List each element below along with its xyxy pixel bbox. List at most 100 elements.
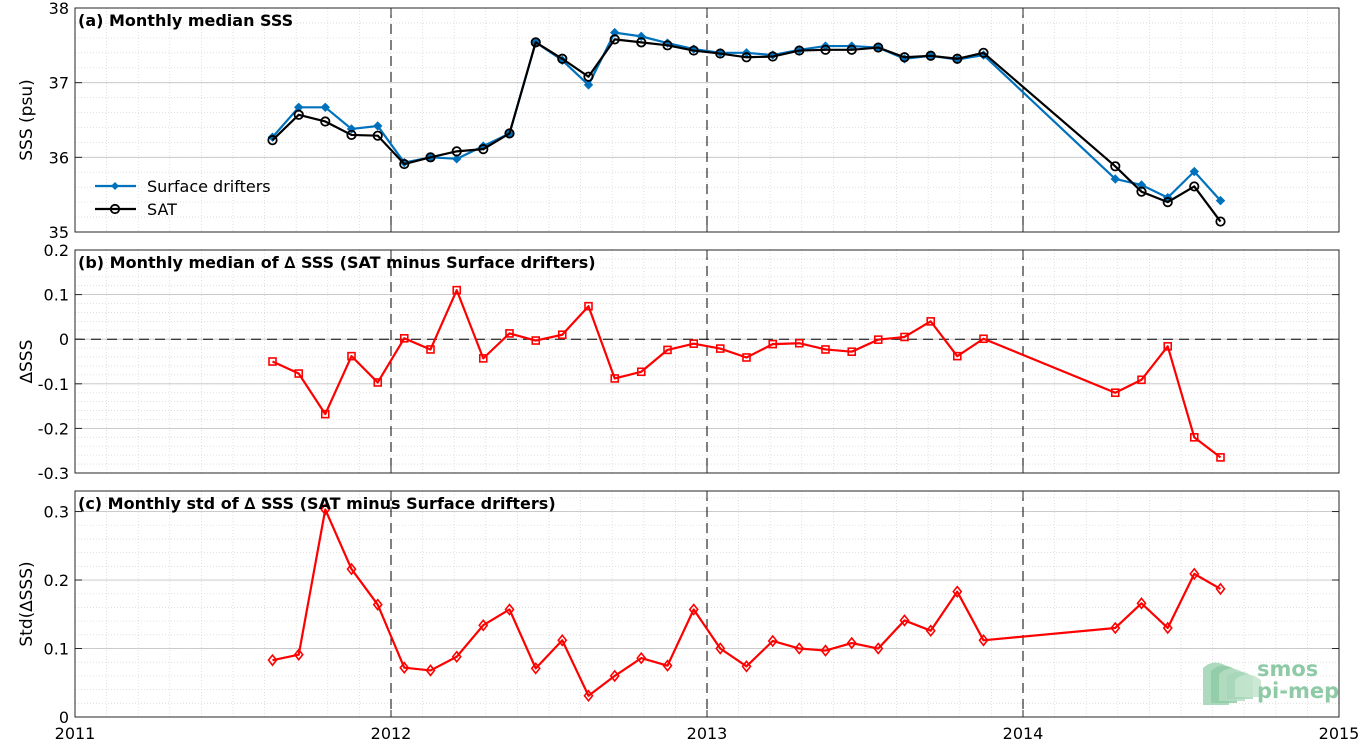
data-point bbox=[372, 130, 383, 141]
data-point bbox=[320, 116, 331, 127]
data-point bbox=[1136, 597, 1147, 610]
data-point bbox=[426, 345, 435, 354]
data-point bbox=[767, 51, 778, 62]
data-point bbox=[1215, 216, 1226, 227]
data-point bbox=[821, 345, 830, 354]
data-point bbox=[1162, 197, 1173, 208]
smos-pi-mep-logo: smos pi-mep bbox=[1203, 657, 1339, 705]
data-point bbox=[1189, 567, 1200, 581]
data-point bbox=[715, 642, 726, 655]
data-point bbox=[584, 301, 593, 311]
y-axis-label: ∆SSS bbox=[17, 340, 37, 385]
data-point bbox=[636, 367, 646, 377]
logo-wave-stripe bbox=[1235, 674, 1261, 697]
data-point bbox=[504, 603, 515, 616]
data-point bbox=[557, 634, 568, 647]
data-point bbox=[873, 42, 884, 53]
y-tick-label: 0 bbox=[59, 330, 69, 349]
data-point bbox=[663, 345, 672, 355]
data-point bbox=[1216, 453, 1225, 462]
data-point bbox=[1110, 388, 1120, 398]
data-point bbox=[636, 651, 647, 665]
data-point bbox=[399, 158, 410, 170]
data-point bbox=[373, 378, 383, 387]
y-tick-label: 0 bbox=[59, 708, 69, 727]
x-tick-label: 2013 bbox=[687, 724, 728, 743]
legend-label: SAT bbox=[147, 200, 177, 219]
data-point bbox=[452, 154, 462, 164]
data-point bbox=[899, 52, 910, 63]
data-point bbox=[1136, 186, 1147, 197]
data-point bbox=[610, 27, 620, 38]
data-point bbox=[925, 50, 936, 61]
data-point bbox=[347, 351, 356, 361]
data-point bbox=[531, 336, 541, 345]
data-point bbox=[478, 144, 489, 155]
y-tick-label: 0.2 bbox=[44, 571, 69, 590]
y-axis-label: Std(∆SSS) bbox=[17, 561, 37, 646]
y-axis-label: SSS (psu) bbox=[17, 79, 37, 160]
data-point bbox=[952, 585, 963, 598]
data-point bbox=[452, 285, 462, 295]
x-tick-label: 2012 bbox=[371, 724, 412, 743]
data-point bbox=[1110, 621, 1121, 635]
data-point bbox=[478, 618, 489, 632]
panel-title: (a) Monthly median SSS bbox=[78, 11, 293, 30]
panel-a-sss: 35 36 37 38 SSS (psu) (a) Monthly median SSS S… bbox=[17, 0, 1340, 242]
data-point bbox=[1215, 195, 1226, 206]
x-tick-label: 2014 bbox=[1003, 724, 1044, 743]
data-point bbox=[1136, 180, 1147, 190]
data-point bbox=[267, 653, 278, 667]
data-point bbox=[873, 335, 883, 344]
data-point bbox=[688, 603, 699, 616]
data-point bbox=[662, 659, 673, 672]
data-point bbox=[583, 71, 594, 82]
data-point bbox=[794, 45, 805, 56]
data-point bbox=[451, 146, 462, 157]
data-point bbox=[399, 661, 410, 674]
data-point bbox=[1163, 342, 1173, 351]
data-point bbox=[583, 80, 594, 90]
y-tick-label: -0.1 bbox=[38, 375, 69, 394]
data-point bbox=[662, 40, 673, 51]
data-point bbox=[583, 689, 594, 703]
panel-title: (b) Monthly median of ∆ SSS (SAT minus S… bbox=[78, 253, 596, 272]
series-line bbox=[272, 289, 1222, 459]
y-tick-label: -0.3 bbox=[38, 464, 69, 483]
data-point bbox=[346, 562, 357, 576]
data-point bbox=[926, 317, 936, 326]
data-point bbox=[267, 135, 278, 146]
legend-label: Surface drifters bbox=[147, 177, 271, 196]
legend-marker bbox=[111, 182, 119, 190]
x-tick-label: 2011 bbox=[55, 724, 96, 743]
logo-line2: pi-mep bbox=[1257, 679, 1339, 703]
y-tick-label: 36 bbox=[49, 148, 69, 167]
data-point bbox=[847, 347, 857, 356]
series-line bbox=[271, 38, 1222, 223]
panel-title: (c) Monthly std of ∆ SSS (SAT minus Surf… bbox=[78, 494, 556, 513]
data-point bbox=[742, 353, 751, 362]
data-point bbox=[1215, 582, 1226, 596]
data-point bbox=[925, 624, 936, 637]
data-point bbox=[1189, 181, 1200, 192]
data-point bbox=[505, 329, 514, 338]
y-tick-label: 35 bbox=[49, 223, 69, 242]
data-point bbox=[1189, 166, 1199, 177]
data-point bbox=[478, 354, 488, 363]
data-point bbox=[952, 53, 963, 64]
data-point bbox=[873, 642, 884, 655]
x-tick-label: 2015 bbox=[1319, 724, 1360, 743]
data-point bbox=[530, 662, 541, 675]
logo-line1: smos bbox=[1257, 657, 1318, 681]
data-point bbox=[978, 634, 989, 647]
data-point bbox=[451, 650, 462, 664]
data-point bbox=[268, 357, 277, 366]
data-point bbox=[557, 53, 568, 64]
data-point bbox=[504, 128, 515, 139]
data-point bbox=[320, 409, 330, 419]
data-point bbox=[846, 636, 857, 650]
data-point bbox=[557, 330, 567, 340]
data-point bbox=[399, 334, 409, 343]
data-point bbox=[610, 374, 620, 383]
